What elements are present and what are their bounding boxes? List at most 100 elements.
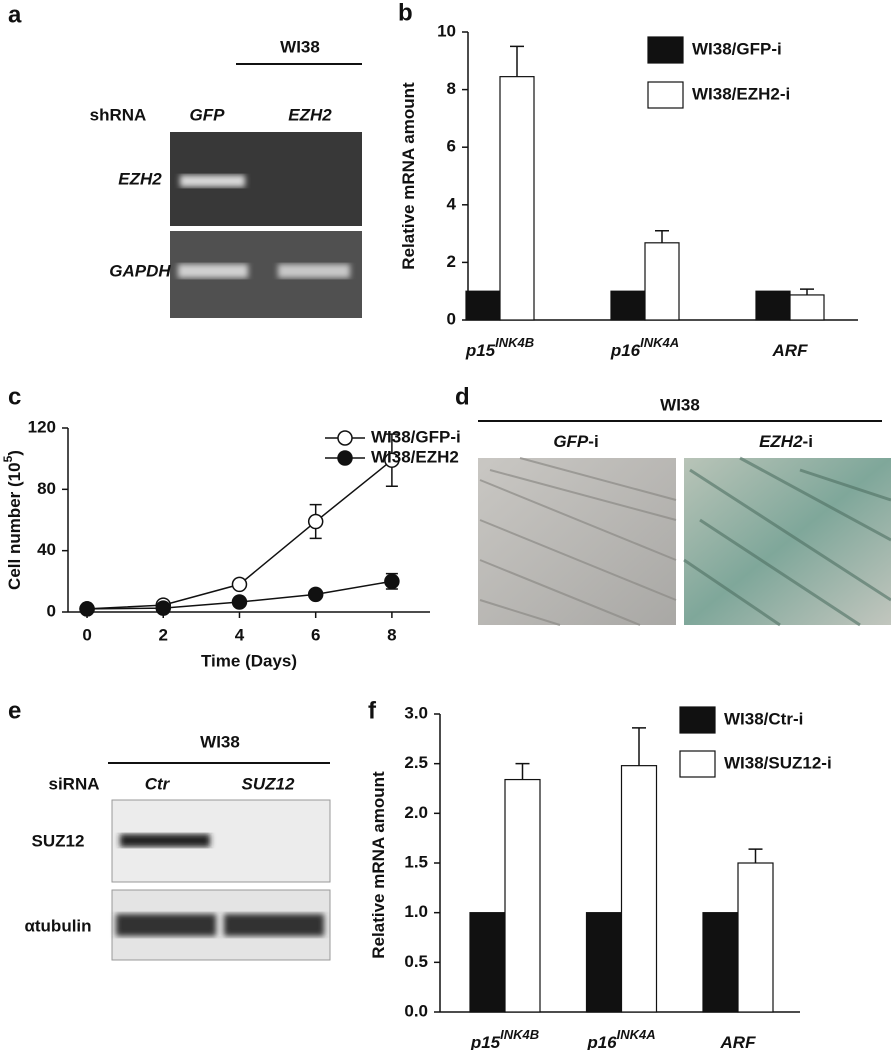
category-sup: INK4B (500, 1027, 539, 1042)
category: p15 (465, 341, 496, 360)
band (180, 175, 245, 187)
micrograph (684, 458, 891, 625)
y-tick-label: 2.0 (404, 803, 428, 822)
lane-label: EZH2 (288, 105, 332, 124)
error-bar (515, 762, 530, 780)
band (116, 914, 216, 936)
legend-label: WI38/SUZ12-i (724, 753, 832, 772)
x-tick-label: 6 (311, 625, 320, 644)
x-axis-label: Time (Days) (201, 651, 297, 670)
category: p15 (470, 1033, 501, 1050)
bar (644, 242, 680, 321)
y-tick-label: 0.0 (404, 1001, 428, 1020)
band (178, 264, 248, 278)
legend-swatch (679, 750, 716, 778)
point (231, 576, 248, 593)
legend-marker (337, 450, 353, 466)
protein-label: αtubulin (24, 916, 91, 935)
y-axis-label: Relative mRNA amount (399, 82, 418, 270)
error-bar (655, 229, 669, 243)
bar (465, 290, 501, 321)
x-tick-label: p15INK4B (470, 1027, 539, 1050)
panel-label: b (398, 0, 413, 26)
x-tick-label: p15INK4B (465, 335, 534, 360)
error-bar (510, 45, 524, 77)
y-tick-label: 80 (37, 479, 56, 498)
x-tick-label: 2 (159, 625, 168, 644)
bar (504, 778, 541, 1013)
legend-label: WI38/EZH2-i (692, 84, 790, 103)
panel-label: e (8, 697, 21, 724)
y-axis-label-text: Relative mRNA amount (399, 82, 418, 270)
protein-label: SUZ12 (32, 831, 85, 850)
row-label: shRNA (90, 105, 147, 124)
y-axis-label-text: Cell number (10 (5, 462, 24, 590)
y-tick-label: 0.5 (404, 952, 428, 971)
bar (755, 290, 791, 321)
condition-italic: EZH2 (759, 432, 803, 451)
point (231, 594, 248, 610)
legend-swatch (647, 36, 684, 64)
condition-italic: GFP (553, 432, 589, 451)
legend-label: WI38/GFP-i (371, 427, 461, 446)
lane-label: Ctr (145, 774, 171, 793)
category-sup: INK4A (617, 1027, 656, 1042)
bar (789, 294, 825, 321)
row-label: siRNA (48, 774, 99, 793)
panel-label: d (455, 383, 470, 410)
y-tick-label: 0 (47, 601, 56, 620)
category-sup: INK4B (495, 335, 534, 350)
bar (702, 912, 739, 1013)
bar (737, 862, 774, 1013)
bar (610, 290, 646, 321)
cell-line: WI38 (200, 732, 240, 751)
x-tick-label: 0 (82, 625, 91, 644)
cell-texture (479, 457, 677, 626)
y-axis-label-text: Relative mRNA amount (369, 771, 388, 959)
panel-label: f (368, 697, 377, 724)
y-axis-label: Relative mRNA amount (369, 771, 388, 959)
y-tick-label: 2 (447, 252, 456, 271)
bar (469, 912, 506, 1013)
x-tick-label: ARF (720, 1033, 757, 1050)
micrograph (478, 458, 676, 625)
x-tick-label: 8 (387, 625, 396, 644)
band (120, 834, 210, 847)
y-tick-label: 0 (447, 309, 456, 328)
condition-rest: -i (588, 432, 598, 451)
panel-label: c (8, 383, 21, 410)
y-axis-label-end: ) (5, 450, 24, 456)
point (384, 452, 400, 468)
y-tick-label: 8 (447, 79, 456, 98)
cell-line: WI38 (660, 395, 700, 414)
blot (111, 799, 331, 883)
x-tick-label: 4 (235, 625, 245, 644)
point (79, 601, 95, 617)
category: ARF (720, 1033, 757, 1050)
y-tick-label: 3.0 (404, 703, 428, 722)
point (307, 513, 324, 530)
y-tick-label: 10 (437, 21, 456, 40)
x-tick-label: p16INK4A (586, 1027, 655, 1050)
y-tick-label: 4 (447, 194, 457, 213)
y-tick-label: 6 (447, 137, 456, 156)
error-bar (632, 727, 646, 766)
cell-texture (683, 456, 891, 627)
legend-label: WI38/EZH2 (371, 447, 459, 466)
y-tick-label: 1.5 (404, 852, 428, 871)
legend-marker (337, 430, 353, 446)
cell-line: WI38 (280, 37, 320, 56)
y-tick-label: 1.0 (404, 902, 428, 921)
y-axis-label-sup: 5 (1, 455, 15, 462)
category: ARF (772, 341, 809, 360)
legend-label: WI38/GFP-i (692, 39, 782, 58)
condition-label: EZH2-i (759, 432, 813, 451)
legend-label: WI38/Ctr-i (724, 709, 803, 728)
legend-swatch (647, 81, 684, 109)
lane-label: GFP (190, 105, 226, 124)
legend-swatch (679, 706, 716, 734)
point (384, 573, 400, 590)
bar (499, 76, 535, 321)
y-tick-label: 2.5 (404, 753, 428, 772)
